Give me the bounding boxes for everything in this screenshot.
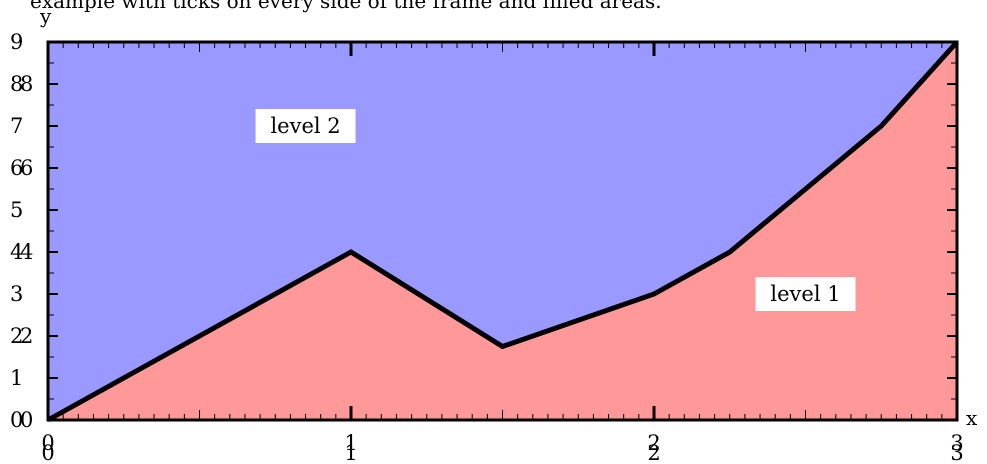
y-tick-label: 1 [10, 366, 23, 390]
annotation-label: level 2 [270, 114, 340, 138]
y-tick-label: 0 [10, 408, 23, 432]
y-tick-label: 5 [10, 198, 23, 222]
x-axis-label: x [966, 406, 978, 430]
y-tick-label-overlay: 2 [20, 324, 33, 348]
plot-frame [46, 40, 959, 422]
tick-labels: 0 1 2 3 4 5 6 7 8 9 0 2 4 6 8 0 1 2 3 0 1 2 3 [10, 30, 964, 464]
x-tick-label: 2 [647, 441, 660, 464]
x-tick-label: 1 [344, 441, 357, 464]
lower-area-level-1 [48, 42, 957, 420]
x-tick-label-overlay: 2 [647, 431, 660, 455]
y-tick-label: 4 [10, 240, 23, 264]
y-tick-label: 6 [10, 156, 23, 180]
y-tick-label-overlay: 6 [20, 156, 33, 180]
y-tick-label: 2 [10, 324, 23, 348]
y-tick-label-overlay: 8 [20, 72, 33, 96]
y-tick-label: 3 [10, 282, 23, 306]
x-tick-label-overlay: 3 [950, 431, 963, 455]
y-tick-label-overlay: 0 [20, 408, 33, 432]
y-tick-label: 8 [10, 72, 23, 96]
annotations: level 2 level 1 [255, 109, 856, 311]
y-tick-label-overlay: 4 [20, 240, 33, 264]
x-tick-label: 0 [41, 441, 54, 464]
chart-title: example with ticks on every side of the … [30, 0, 662, 13]
annotation-box [755, 277, 856, 311]
y-tick-label: 7 [10, 114, 23, 138]
x-tick-label-overlay: 1 [344, 431, 357, 455]
annotation-box [255, 109, 356, 143]
y-tick-label: 9 [10, 30, 23, 54]
boundary-line [46, 40, 959, 423]
x-tick-label: 3 [950, 441, 963, 464]
y-axis-label: y [39, 4, 52, 28]
x-tick-label-overlay: 0 [41, 431, 54, 455]
annotation-label: level 1 [770, 282, 840, 306]
